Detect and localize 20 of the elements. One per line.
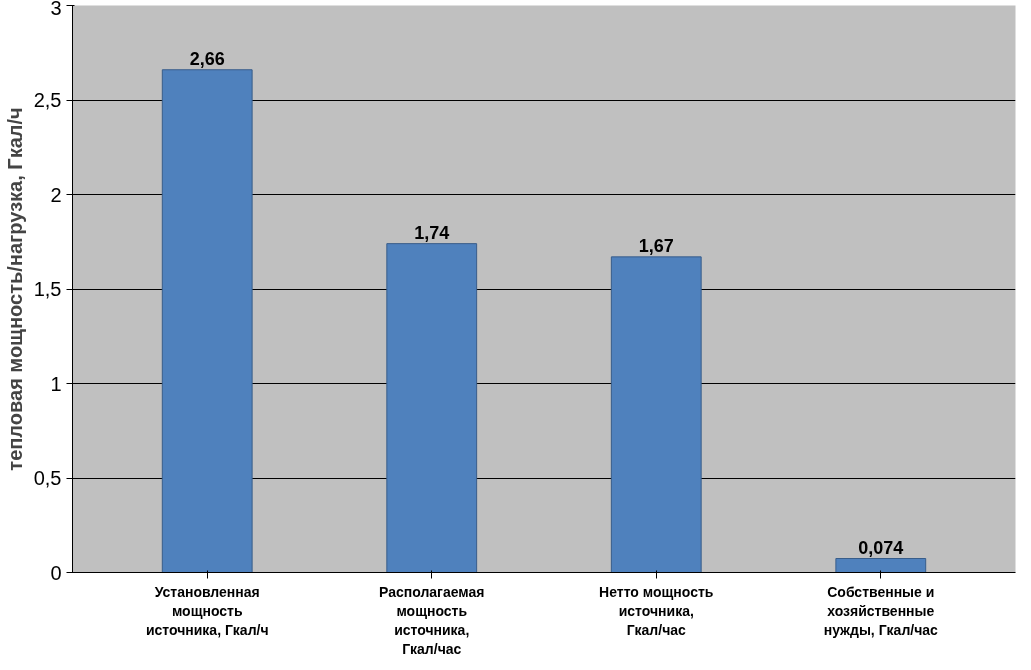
y-tick-label: 2,5	[33, 89, 62, 111]
x-tick-label: Нетто мощность источника, Гкал/час	[599, 583, 714, 638]
x-tick-label: Установленная мощность источника, Гкал/ч	[145, 583, 269, 638]
y-tick-label: 0	[50, 561, 62, 584]
x-tick-label: Собственные и хозяйственные нужды, Гкал/час	[823, 583, 939, 638]
bar	[835, 558, 927, 573]
data-label: 1,74	[414, 222, 450, 243]
y-axis-title: тепловая мощность/нагрузка, Гкал/ч	[3, 107, 26, 471]
x-tick-label: Располагаемая мощность источника, Гкал/час	[379, 583, 485, 658]
data-label: 2,66	[189, 48, 225, 69]
bar	[610, 256, 702, 573]
y-tick-label: 0,5	[33, 467, 62, 489]
y-tick-label: 1	[50, 372, 62, 395]
bar	[161, 69, 253, 573]
data-label: 1,67	[638, 235, 674, 256]
data-label: 0,074	[858, 537, 904, 558]
bar	[386, 243, 478, 573]
y-tick-label: 2	[50, 183, 62, 206]
y-tick-label: 3	[50, 0, 62, 19]
y-tick-label: 1,5	[33, 278, 62, 300]
